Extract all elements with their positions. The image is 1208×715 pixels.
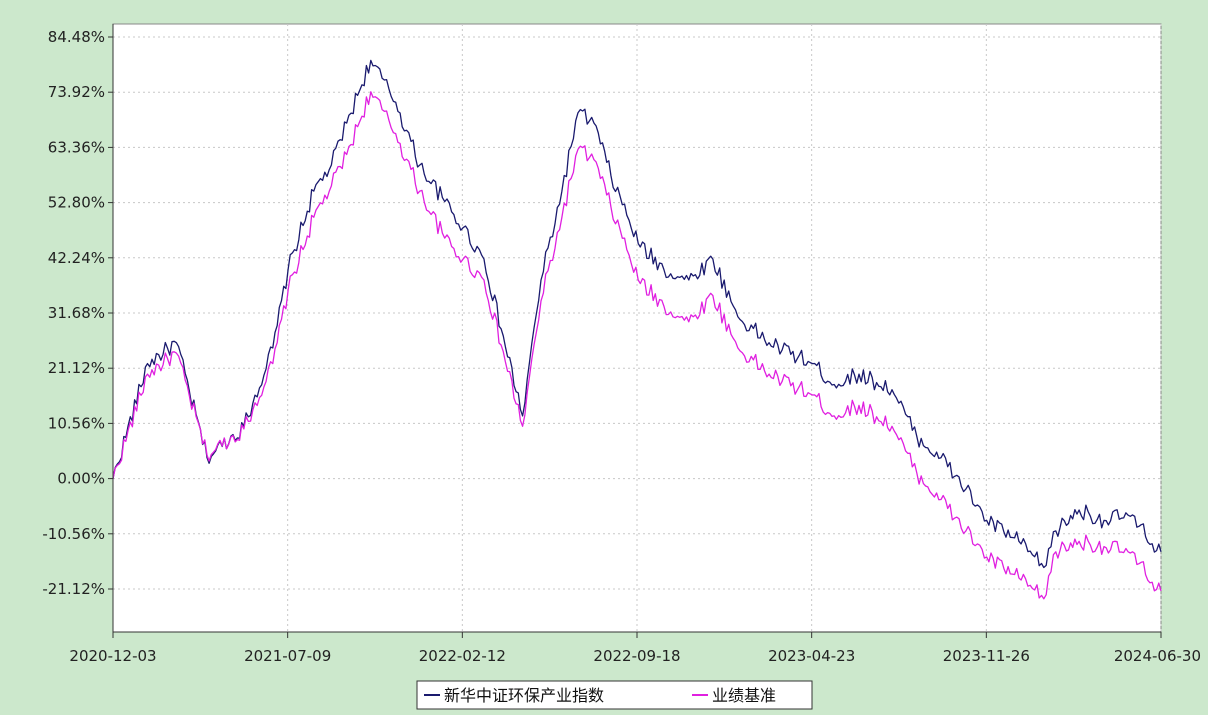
x-tick-label: 2020-12-03 xyxy=(69,647,156,665)
x-tick-label: 2021-07-09 xyxy=(244,647,331,665)
x-tick-label: 2023-11-26 xyxy=(943,647,1030,665)
y-tick-label: 63.36% xyxy=(48,138,105,156)
y-tick-label: 0.00% xyxy=(57,470,105,488)
y-tick-label: -21.12% xyxy=(42,580,105,598)
y-tick-label: 10.56% xyxy=(48,414,105,432)
x-tick-label: 2024-06-30 xyxy=(1114,647,1201,665)
legend-label: 业绩基准 xyxy=(712,686,776,705)
series-lines xyxy=(112,59,1162,600)
legend-box xyxy=(416,680,813,710)
y-tick-label: 73.92% xyxy=(48,83,105,101)
y-tick-label: 21.12% xyxy=(48,359,105,377)
x-tick-label: 2022-09-18 xyxy=(593,647,680,665)
axes: 84.48% 73.92% 63.36% 52.80% 42.24% 31.68% 21.1… xyxy=(42,24,1201,665)
y-tick-label: -10.56% xyxy=(42,525,105,543)
y-tick-label: 31.68% xyxy=(48,304,105,322)
legend: 新华中证环保产业指数 业绩基准 xyxy=(416,680,813,710)
legend-label: 新华中证环保产业指数 xyxy=(444,686,604,705)
x-tick-label: 2022-02-12 xyxy=(419,647,506,665)
y-tick-label: 42.24% xyxy=(48,249,105,267)
series-line-1 xyxy=(112,91,1162,600)
y-tick-label: 84.48% xyxy=(48,28,105,46)
x-tick-label: 2023-04-23 xyxy=(768,647,855,665)
y-tick-label: 52.80% xyxy=(48,194,105,212)
series-line-0 xyxy=(112,59,1162,569)
